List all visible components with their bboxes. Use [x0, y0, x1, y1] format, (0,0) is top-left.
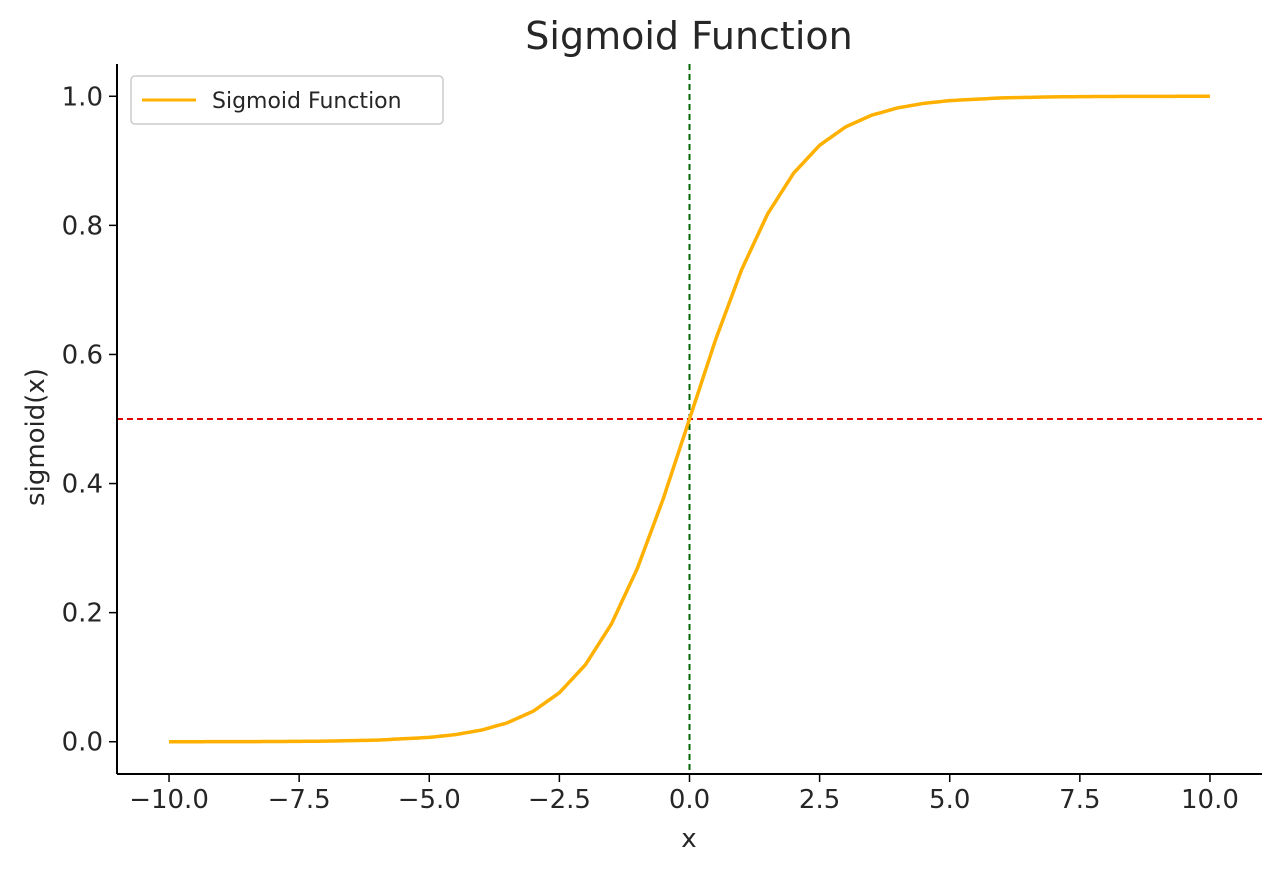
- x-tick-label: 7.5: [1059, 785, 1100, 815]
- x-tick-label: −2.5: [528, 785, 591, 815]
- legend-box: [130, 75, 444, 125]
- x-tick-label: 5.0: [929, 785, 970, 815]
- legend: Sigmoid Function: [130, 75, 444, 125]
- x-axis-label: x: [681, 824, 696, 854]
- x-tick-label: −7.5: [268, 785, 331, 815]
- chart-title: Sigmoid Function: [525, 14, 852, 58]
- y-tick-label: 0.4: [62, 470, 103, 500]
- y-tick-label: 1.0: [62, 82, 103, 112]
- x-tick-label: 0.0: [669, 785, 710, 815]
- legend-label: Sigmoid Function: [212, 89, 402, 114]
- y-tick-label: 0.0: [62, 728, 103, 758]
- x-tick-label: −5.0: [398, 785, 461, 815]
- series-line-0: [169, 94, 1210, 744]
- series-lines: [169, 94, 1210, 744]
- y-tick-label: 0.2: [62, 599, 103, 629]
- y-tick-label: 0.6: [62, 340, 103, 370]
- x-tick-label: −10.0: [129, 785, 209, 815]
- x-tick-label: 10.0: [1181, 785, 1239, 815]
- y-axis-ticks: 0.0 0.2 0.4 0.6 0.8 1.0: [62, 82, 117, 758]
- y-tick-label: 0.8: [62, 211, 103, 241]
- y-axis-label: sigmoid(x): [21, 368, 51, 506]
- plot-area: [117, 64, 1262, 774]
- x-tick-label: 2.5: [799, 785, 840, 815]
- x-axis-ticks: −10.0 −7.5 −5.0 −2.5 0.0 2.5 5.0 7.5 10.0: [129, 774, 1239, 815]
